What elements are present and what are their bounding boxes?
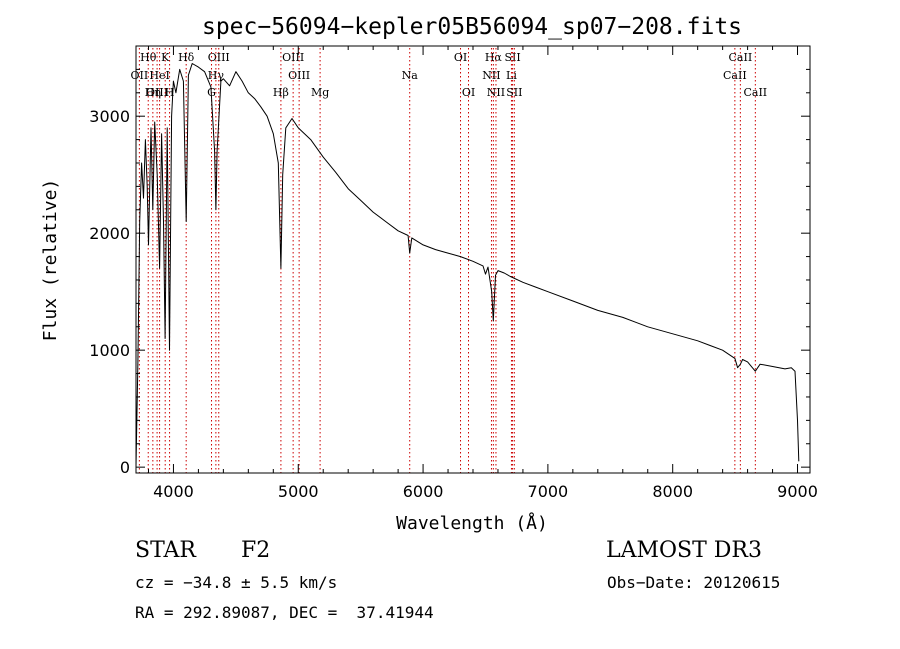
- survey-name: LAMOST DR3: [606, 538, 762, 563]
- x-axis-label: Wavelength (Å): [396, 512, 548, 534]
- spectrum-series: [135, 63, 800, 468]
- line-marker-label: OIII: [208, 51, 230, 64]
- coordinates: RA = 292.89087, DEC = 37.41944: [135, 603, 434, 622]
- y-tick-label: 1000: [89, 341, 130, 360]
- line-marker-label: Hη: [145, 86, 161, 99]
- line-marker-label: Hδ: [178, 51, 195, 64]
- redshift-cz: cz = −34.8 ± 5.5 km/s: [135, 573, 338, 592]
- line-marker-label: OIII: [146, 86, 168, 99]
- line-marker-label: SII: [506, 86, 522, 99]
- chart-title: spec−56094−kepler05B56094_sp07−208.fits: [202, 14, 742, 40]
- y-tick-label: 0: [120, 458, 130, 477]
- object-class: STAR: [135, 538, 196, 563]
- line-marker-label: OI: [462, 86, 475, 99]
- x-tick-label: 4000: [153, 482, 194, 501]
- line-marker-label: OII: [131, 69, 149, 82]
- line-marker-label: NII: [487, 86, 505, 99]
- y-axis-label: Flux (relative): [40, 179, 61, 342]
- line-marker-label: Hθ: [140, 51, 157, 64]
- line-marker-label: OI: [454, 51, 467, 64]
- x-tick-label: 6000: [403, 482, 444, 501]
- line-marker-label: Mg: [311, 86, 329, 99]
- line-marker-label: H: [165, 86, 175, 99]
- line-marker-label: Hα: [485, 51, 503, 64]
- line-marker-label: Hβ: [273, 86, 289, 99]
- line-marker-label: CaII: [729, 51, 753, 64]
- axes: 4000 5000 6000 7000 8000 9000 0 1000 2000 3000: [89, 46, 818, 501]
- obs-date: Obs−Date: 20120615: [607, 573, 781, 592]
- object-subclass: F2: [241, 538, 271, 563]
- line-marker-label: HeI: [149, 69, 169, 82]
- line-marker-label: CaII: [743, 86, 767, 99]
- line-marker-label: Na: [402, 69, 419, 82]
- y-tick-label: 2000: [89, 224, 130, 243]
- plot-frame: [135, 45, 811, 474]
- x-tick-label: 8000: [652, 482, 693, 501]
- y-tick-label: 3000: [89, 107, 130, 126]
- line-marker-label: NII: [482, 69, 500, 82]
- line-marker-label: K: [161, 51, 170, 64]
- line-marker-label: SII: [504, 51, 520, 64]
- x-tick-label: 5000: [278, 482, 319, 501]
- line-marker-label: OIII: [282, 51, 304, 64]
- line-marker-label: Li: [506, 69, 517, 82]
- x-tick-label: 7000: [528, 482, 569, 501]
- line-marker-label: OIII: [288, 69, 310, 82]
- line-marker-label: CaII: [723, 69, 747, 82]
- x-tick-label: 9000: [777, 482, 818, 501]
- spectrum-line: [135, 63, 800, 468]
